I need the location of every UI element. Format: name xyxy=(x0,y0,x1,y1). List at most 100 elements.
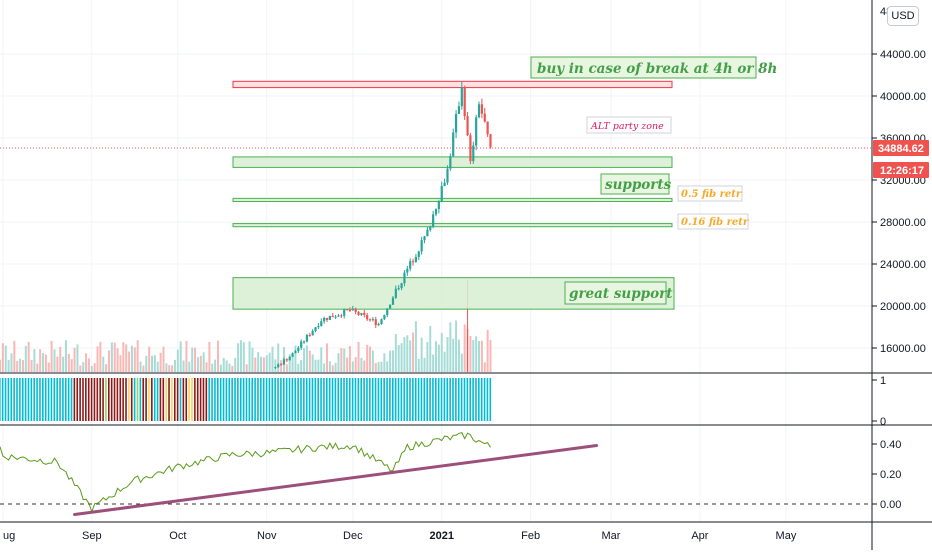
candle-body[interactable] xyxy=(417,251,420,257)
price-zones[interactable] xyxy=(232,80,675,310)
indicator-bar xyxy=(435,378,437,421)
candle-body[interactable] xyxy=(477,104,481,118)
candle-body[interactable] xyxy=(449,156,452,169)
candle-body[interactable] xyxy=(302,341,306,343)
candle-body[interactable] xyxy=(288,356,291,361)
candle-body[interactable] xyxy=(380,319,383,325)
candle-body[interactable] xyxy=(406,268,409,273)
oscillator-trendline[interactable] xyxy=(73,444,599,516)
candle-body[interactable] xyxy=(414,256,418,262)
price-axis[interactable]: 44000.0040000.0036000.0032000.0028000.00… xyxy=(872,6,926,511)
volume-bar xyxy=(262,357,265,372)
annotation-fib-016[interactable]: 0.16 fib retr xyxy=(677,213,749,230)
candle-body[interactable] xyxy=(300,341,303,348)
candle-body[interactable] xyxy=(426,229,429,237)
candle-body[interactable] xyxy=(305,335,309,342)
currency-button[interactable]: USD xyxy=(887,6,919,26)
candle-body[interactable] xyxy=(383,315,386,320)
indicator-bar xyxy=(171,378,173,421)
candle-body[interactable] xyxy=(409,261,412,269)
candlesticks[interactable] xyxy=(274,82,492,370)
candle-body[interactable] xyxy=(440,185,443,202)
annotation-supports[interactable]: supports xyxy=(600,173,672,195)
candle-body[interactable] xyxy=(469,135,472,162)
candle-body[interactable] xyxy=(297,347,300,352)
candle-body[interactable] xyxy=(475,117,478,146)
annotation-buy-break[interactable]: buy in case of break at 4h or 8h xyxy=(530,56,777,79)
candle-body[interactable] xyxy=(466,116,469,136)
price-zone[interactable] xyxy=(232,197,673,203)
candle-body[interactable] xyxy=(457,106,461,114)
candle-body[interactable] xyxy=(282,359,286,365)
candle-body[interactable] xyxy=(403,272,406,284)
candle-body[interactable] xyxy=(454,113,458,133)
candle-body[interactable] xyxy=(452,132,455,157)
time-axis[interactable]: ug Sep Oct Nov Dec 2021 Feb Mar Apr May xyxy=(3,530,797,542)
candle-body[interactable] xyxy=(345,309,349,311)
candle-body[interactable] xyxy=(340,315,343,317)
candle-body[interactable] xyxy=(437,201,440,210)
candle-body[interactable] xyxy=(331,315,334,318)
candle-body[interactable] xyxy=(394,288,397,298)
candle-body[interactable] xyxy=(366,315,369,320)
annotation-fib-05[interactable]: 0.5 fib retr xyxy=(677,185,743,202)
price-zone[interactable] xyxy=(232,80,673,89)
candle-body[interactable] xyxy=(374,319,377,326)
candle-body[interactable] xyxy=(308,335,311,337)
candle-body[interactable] xyxy=(311,330,314,336)
annotation-alt-party[interactable]: ALT party zone xyxy=(586,116,672,134)
indicator-bar xyxy=(268,378,271,421)
candle-body[interactable] xyxy=(354,308,357,312)
candle-body[interactable] xyxy=(337,315,340,317)
candle-body[interactable] xyxy=(391,297,395,305)
candle-body[interactable] xyxy=(446,168,449,183)
candle-body[interactable] xyxy=(411,261,415,263)
candle-body[interactable] xyxy=(351,308,354,311)
candle-body[interactable] xyxy=(314,327,317,331)
candle-body[interactable] xyxy=(460,87,463,107)
candle-body[interactable] xyxy=(320,321,323,326)
candle-body[interactable] xyxy=(434,209,438,215)
candle-body[interactable] xyxy=(480,104,483,114)
candle-body[interactable] xyxy=(489,134,492,147)
candle-body[interactable] xyxy=(343,309,346,316)
candle-body[interactable] xyxy=(363,312,366,316)
candle-body[interactable] xyxy=(420,240,423,252)
candle-body[interactable] xyxy=(325,317,329,320)
candle-body[interactable] xyxy=(277,364,280,368)
candle-body[interactable] xyxy=(432,214,435,227)
candle-body[interactable] xyxy=(348,309,352,311)
candle-body[interactable] xyxy=(400,283,403,289)
price-zone[interactable] xyxy=(232,223,673,228)
candle-body[interactable] xyxy=(463,87,466,117)
candle-body[interactable] xyxy=(294,351,297,354)
candle-body[interactable] xyxy=(371,319,374,321)
candle-body[interactable] xyxy=(389,304,392,309)
candle-body[interactable] xyxy=(328,315,331,320)
price-zone[interactable] xyxy=(232,156,673,168)
candle-body[interactable] xyxy=(483,113,486,122)
candle-body[interactable] xyxy=(334,316,337,318)
candle-body[interactable] xyxy=(274,367,277,369)
indicator-bar xyxy=(16,378,18,421)
candle-body[interactable] xyxy=(486,121,489,135)
annotation-great-support[interactable]: great support xyxy=(564,281,673,305)
candle-body[interactable] xyxy=(443,182,446,186)
candle-body[interactable] xyxy=(472,145,475,162)
annotation-fib-05-text: 0.5 fib retr xyxy=(681,189,742,200)
candle-body[interactable] xyxy=(323,317,326,322)
candle-body[interactable] xyxy=(397,288,400,290)
candle-body[interactable] xyxy=(377,324,380,326)
candle-body[interactable] xyxy=(291,353,294,357)
candle-body[interactable] xyxy=(429,226,432,230)
candle-body[interactable] xyxy=(386,308,389,316)
candle-body[interactable] xyxy=(423,236,426,241)
candle-body[interactable] xyxy=(357,311,360,315)
candle-body[interactable] xyxy=(360,312,363,315)
candle-body[interactable] xyxy=(285,359,288,361)
candle-body[interactable] xyxy=(368,319,372,321)
candle-body[interactable] xyxy=(280,364,283,366)
candle-body[interactable] xyxy=(317,325,320,328)
